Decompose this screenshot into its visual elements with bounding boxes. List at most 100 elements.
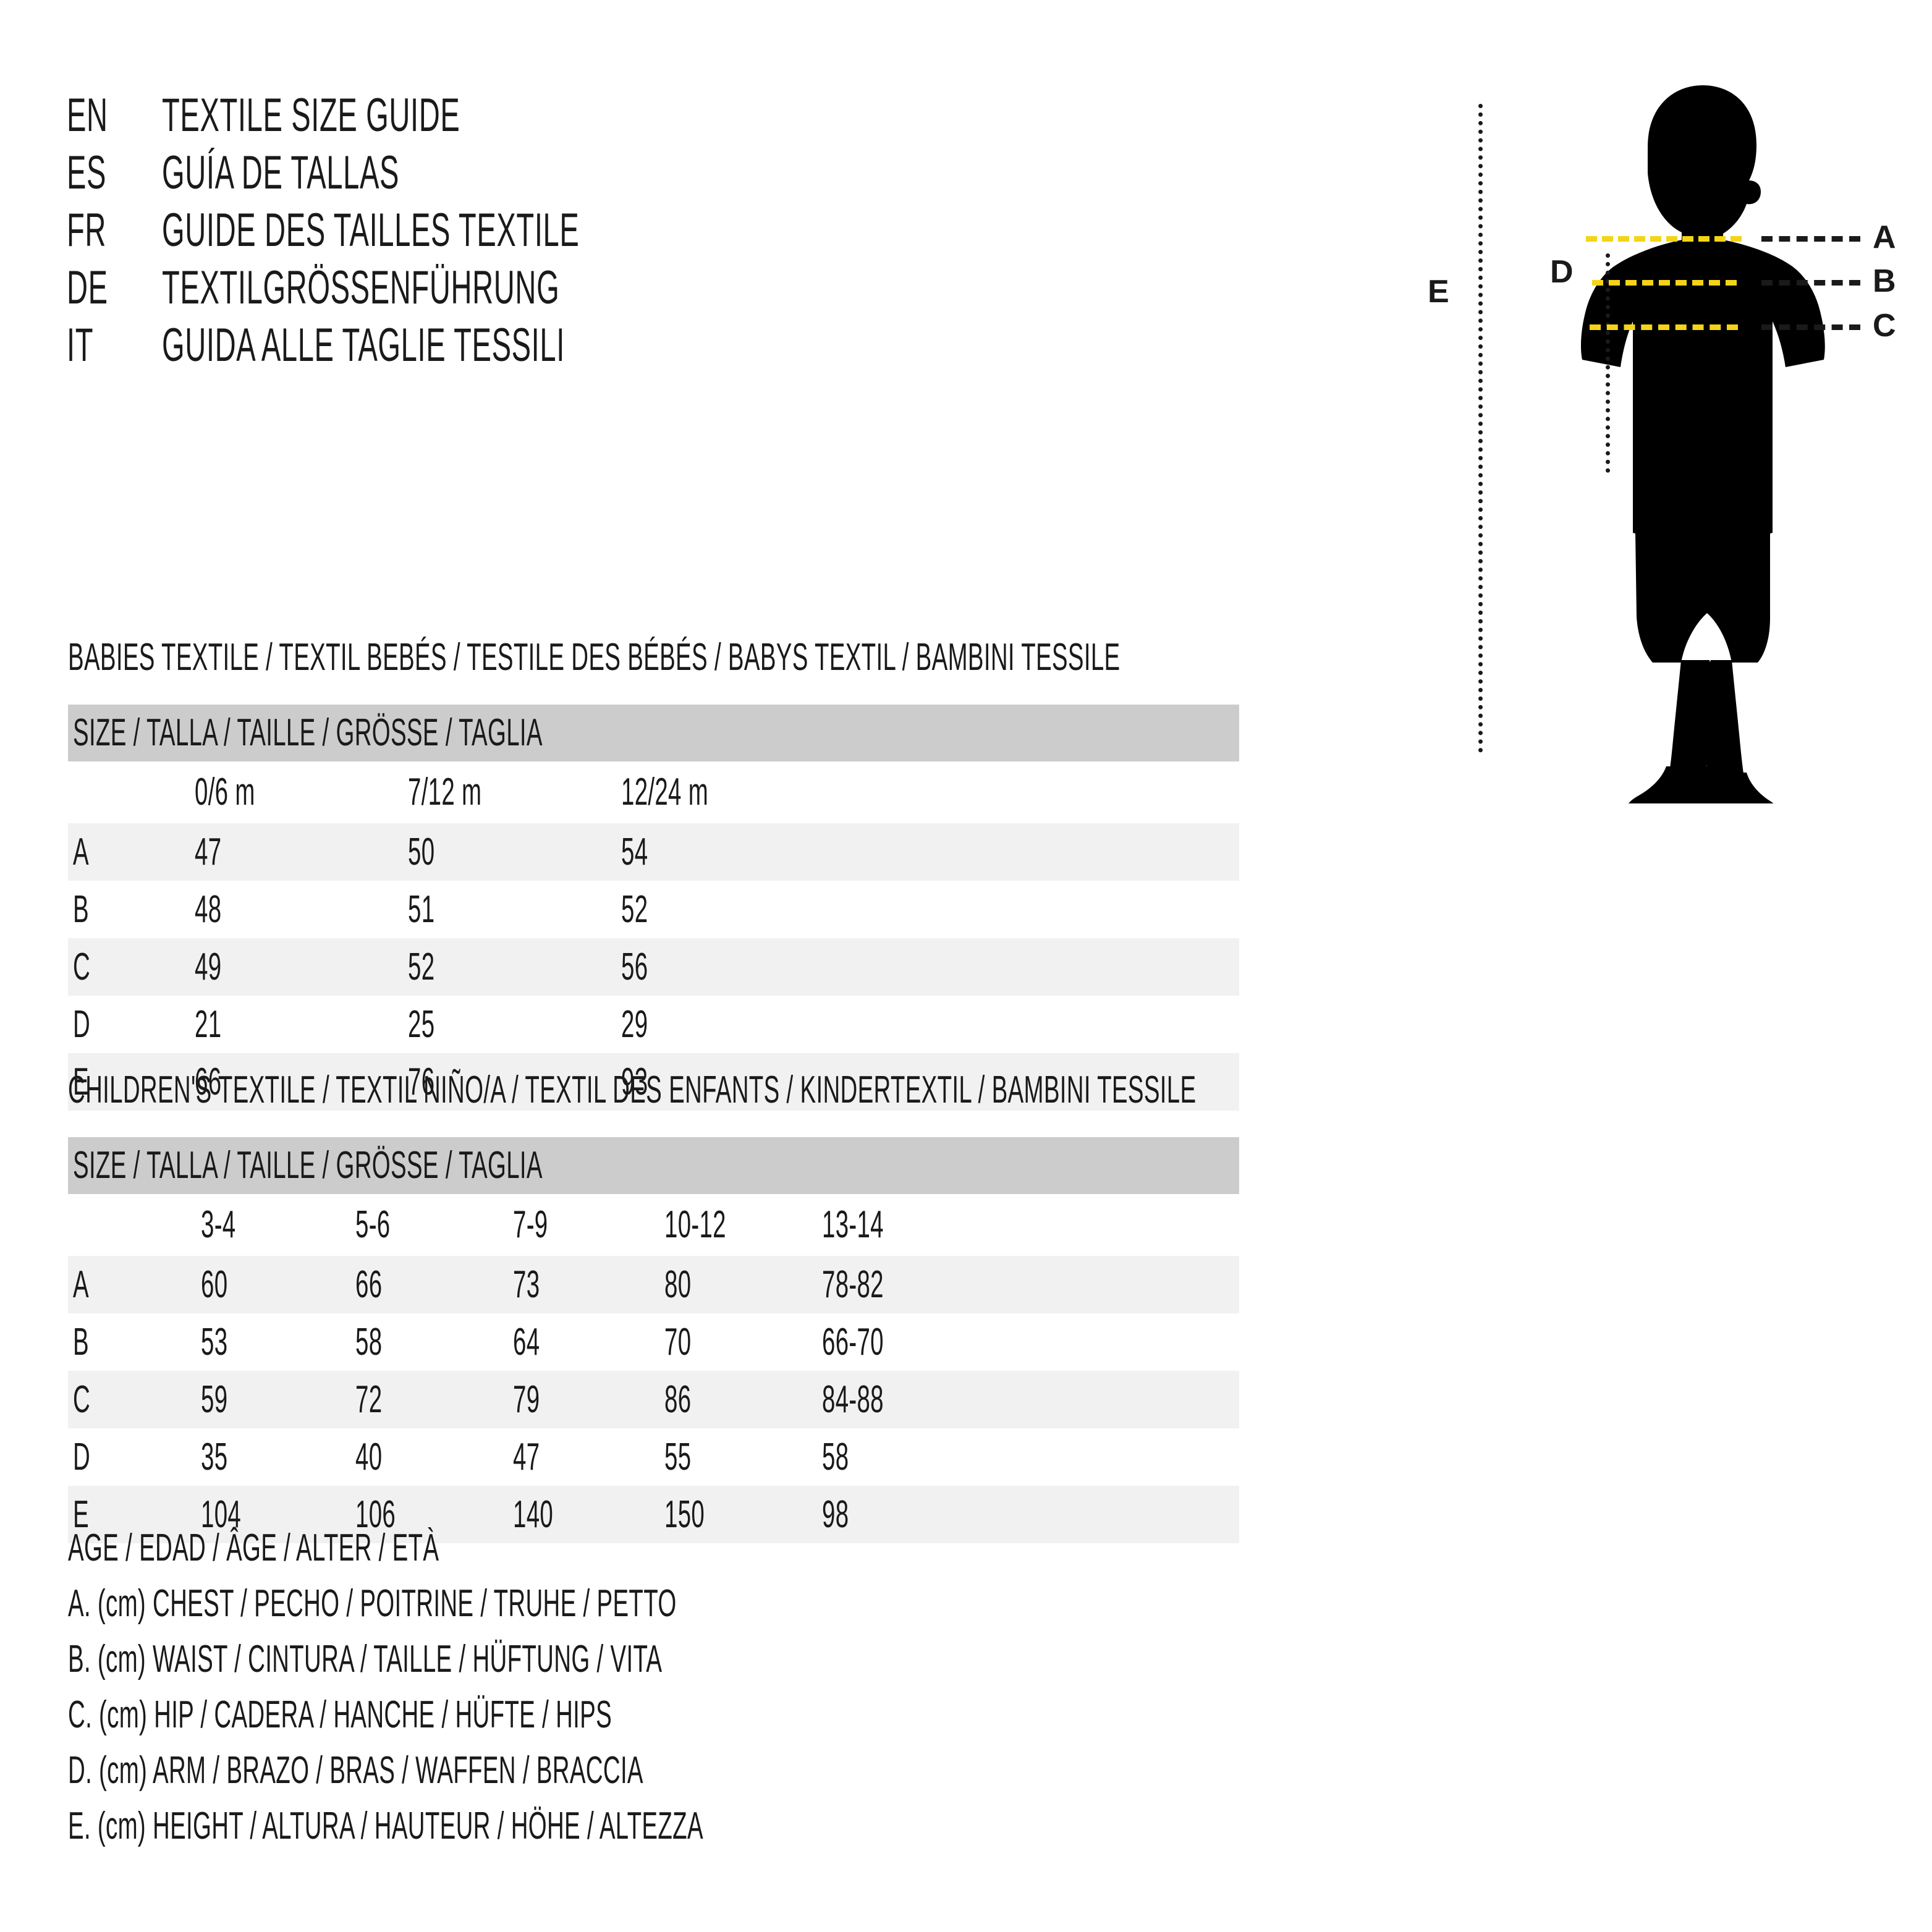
- table-cell: 48: [195, 888, 222, 931]
- legend-line: A. (cm) CHEST / PECHO / POITRINE / TRUHE…: [68, 1582, 677, 1625]
- babies-column-header: 7/12 m: [408, 771, 482, 813]
- children-column-header: 5-6: [355, 1203, 391, 1246]
- diagram-label-d: D: [1550, 254, 1574, 290]
- row-label: D: [73, 1436, 91, 1478]
- table-row: B 53 58 64 70 66-70: [68, 1313, 1239, 1371]
- table-cell: 21: [195, 1003, 222, 1046]
- table-cell: 66-70: [822, 1321, 884, 1363]
- children-column-header: 3-4: [201, 1203, 236, 1246]
- table-cell: 47: [513, 1436, 540, 1478]
- language-code: ES: [67, 146, 107, 199]
- language-code: FR: [67, 204, 107, 256]
- row-label: C: [73, 1378, 91, 1421]
- legend-line: D. (cm) ARM / BRAZO / BRAS / WAFFEN / BR…: [68, 1749, 643, 1792]
- measure-line-waist-b: [1592, 280, 1737, 286]
- table-cell: 106: [355, 1493, 396, 1536]
- measure-line-hip-c: [1590, 324, 1738, 330]
- row-label: A: [73, 831, 89, 873]
- language-title: TEXTILE SIZE GUIDE: [162, 89, 460, 142]
- table-cell: 54: [621, 831, 648, 873]
- children-column-header: 10-12: [664, 1203, 726, 1246]
- table-cell: 72: [355, 1378, 383, 1421]
- table-cell: 140: [513, 1493, 554, 1536]
- children-column-header: 7-9: [513, 1203, 548, 1246]
- table-cell: 76: [408, 1061, 435, 1103]
- children-table-header-bar: SIZE / TALLA / TAILLE / GRÖSSE / TAGLIA: [68, 1137, 1239, 1194]
- table-cell: 64: [513, 1321, 540, 1363]
- babies-column-header: 12/24 m: [621, 771, 709, 813]
- legend-line: AGE / EDAD / ÂGE / ALTER / ETÀ: [68, 1527, 439, 1569]
- table-cell: 93: [621, 1061, 648, 1103]
- table-cell: 98: [822, 1493, 849, 1536]
- row-label: E: [73, 1493, 89, 1536]
- table-row: A 47 50 54: [68, 823, 1239, 881]
- language-row: ES GUÍA DE TALLAS: [67, 144, 1241, 201]
- language-row: EN TEXTILE SIZE GUIDE: [67, 87, 1241, 144]
- table-cell: 40: [355, 1436, 383, 1478]
- diagram-label-a: A: [1873, 219, 1896, 255]
- height-guide-line-e: [1478, 104, 1483, 753]
- language-row: IT GUIDA ALLE TAGLIE TESSILI: [67, 316, 1241, 374]
- table-cell: 66: [195, 1061, 222, 1103]
- children-column-header: 13-14: [822, 1203, 884, 1246]
- babies-column-header: 0/6 m: [195, 771, 255, 813]
- table-cell: 51: [408, 888, 435, 931]
- table-cell: 70: [664, 1321, 692, 1363]
- language-code: DE: [67, 261, 108, 314]
- language-row: DE TEXTILGRÖSSENFÜHRUNG: [67, 259, 1241, 316]
- diagram-label-b: B: [1873, 263, 1896, 299]
- table-cell: 55: [664, 1436, 692, 1478]
- table-row: D 35 40 47 55 58: [68, 1428, 1239, 1486]
- table-row: E 66 76 93: [68, 1053, 1239, 1111]
- table-cell: 56: [621, 946, 648, 988]
- table-cell: 104: [201, 1493, 242, 1536]
- leader-line-c: [1761, 324, 1860, 330]
- table-row: C 49 52 56: [68, 938, 1239, 996]
- language-title: TEXTILGRÖSSENFÜHRUNG: [162, 261, 560, 314]
- measurement-diagram: E D A B C: [1403, 74, 1932, 803]
- babies-size-table: SIZE / TALLA / TAILLE / GRÖSSE / TAGLIA …: [68, 705, 1239, 1111]
- table-row: C 59 72 79 86 84-88: [68, 1371, 1239, 1428]
- table-cell: 25: [408, 1003, 435, 1046]
- table-cell: 78-82: [822, 1263, 884, 1306]
- table-cell: 60: [201, 1263, 228, 1306]
- language-row: FR GUIDE DES TAILLES TEXTILE: [67, 201, 1241, 259]
- table-cell: 79: [513, 1378, 540, 1421]
- table-cell: 52: [408, 946, 435, 988]
- language-title: GUIDA ALLE TAGLIE TESSILI: [162, 319, 566, 371]
- diagram-label-c: C: [1873, 308, 1896, 344]
- language-code: EN: [67, 89, 108, 142]
- row-label: C: [73, 946, 91, 988]
- table-row: E 104 106 140 150 98: [68, 1486, 1239, 1543]
- leader-line-b: [1761, 280, 1860, 286]
- table-cell: 58: [355, 1321, 383, 1363]
- babies-column-header-row: 0/6 m 7/12 m 12/24 m: [68, 761, 1239, 823]
- table-cell: 47: [195, 831, 222, 873]
- language-title: GUÍA DE TALLAS: [162, 146, 400, 199]
- table-cell: 35: [201, 1436, 228, 1478]
- arm-guide-line-d: [1606, 253, 1610, 473]
- table-cell: 86: [664, 1378, 692, 1421]
- table-cell: 59: [201, 1378, 228, 1421]
- row-label: B: [73, 1321, 89, 1363]
- table-cell: 80: [664, 1263, 692, 1306]
- table-cell: 50: [408, 831, 435, 873]
- child-silhouette-icon: [1581, 85, 1825, 803]
- table-cell: 150: [664, 1493, 705, 1536]
- table-cell: 58: [822, 1436, 849, 1478]
- table-cell: 66: [355, 1263, 383, 1306]
- row-label: B: [73, 888, 89, 931]
- table-cell: 52: [621, 888, 648, 931]
- language-code: IT: [67, 319, 94, 371]
- row-label: E: [73, 1061, 89, 1103]
- children-column-header-row: 3-4 5-6 7-9 10-12 13-14: [68, 1194, 1239, 1256]
- table-row: A 60 66 73 80 78-82: [68, 1256, 1239, 1313]
- row-label: A: [73, 1263, 89, 1306]
- diagram-label-e: E: [1428, 274, 1449, 310]
- table-cell: 73: [513, 1263, 540, 1306]
- table-row: D 21 25 29: [68, 996, 1239, 1053]
- language-title: GUIDE DES TAILLES TEXTILE: [162, 204, 580, 256]
- table-cell: 84-88: [822, 1378, 884, 1421]
- table-cell: 49: [195, 946, 222, 988]
- measure-line-chest-a: [1586, 236, 1742, 242]
